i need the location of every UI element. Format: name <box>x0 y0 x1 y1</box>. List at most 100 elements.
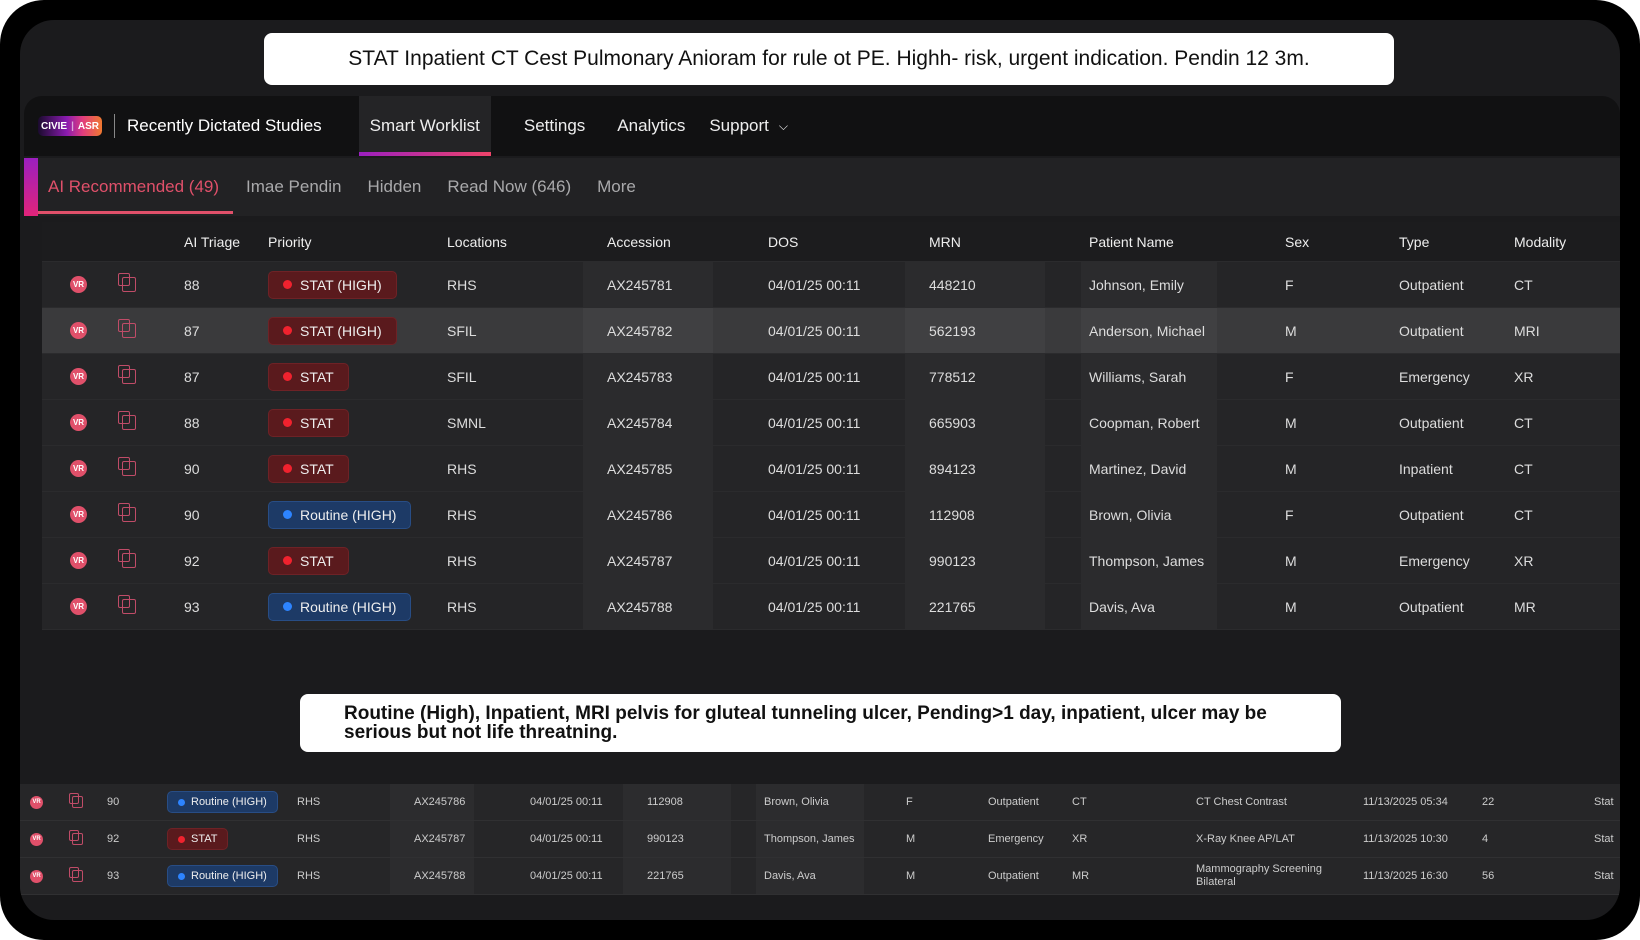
sex: F <box>1285 276 1294 293</box>
copy-icon[interactable] <box>118 549 136 568</box>
status: Stat <box>1594 870 1614 882</box>
vr-badge-icon[interactable]: VR <box>70 322 87 339</box>
accession: AX245782 <box>583 308 713 353</box>
vr-action[interactable]: VR <box>70 492 87 537</box>
modality: XR <box>1514 552 1534 569</box>
priority-cell: Routine (HIGH) <box>167 858 278 894</box>
priority-dot-icon <box>283 602 292 611</box>
patient-type: Outpatient <box>988 796 1039 808</box>
sex: M <box>1285 414 1297 431</box>
table-row[interactable]: VR 87 STAT (HIGH) SFIL AX245782 04/01/25 00:1… <box>42 308 1620 354</box>
modality: CT <box>1514 414 1533 431</box>
table-row[interactable]: VR 93 Routine (HIGH) RHS AX245788 04/01/25 00… <box>20 858 1620 895</box>
header-ai-triage[interactable]: AI Triage <box>184 233 241 250</box>
header-accession[interactable]: Accession <box>607 233 671 250</box>
copy-action[interactable] <box>118 446 136 491</box>
table-row[interactable]: VR 93 Routine (HIGH) RHS AX245788 04/01/25 00… <box>42 584 1620 630</box>
priority-badge: STAT <box>167 828 229 850</box>
vr-badge-icon[interactable]: VR <box>70 368 87 385</box>
table-row[interactable]: VR 87 STAT SFIL AX245783 04/01/25 00:11 778512… <box>42 354 1620 400</box>
vr-badge-icon[interactable]: VR <box>70 598 87 615</box>
mrn: 562193 <box>905 308 1045 353</box>
status: Stat <box>1594 796 1614 808</box>
header-type[interactable]: Type <box>1399 233 1430 250</box>
copy-action[interactable] <box>118 400 136 445</box>
vr-badge-icon[interactable]: VR <box>30 832 43 846</box>
mrn: 990123 <box>623 821 731 857</box>
copy-action[interactable] <box>118 308 136 353</box>
vr-badge-icon[interactable]: VR <box>70 414 87 431</box>
header-patient-name[interactable]: Patient Name <box>1089 233 1174 250</box>
vr-action[interactable]: VR <box>70 308 87 353</box>
accession: AX245783 <box>583 354 713 399</box>
accession: AX245788 <box>583 584 713 629</box>
dos: 04/01/25 00:11 <box>530 796 603 808</box>
subtab-more[interactable]: More <box>597 177 636 196</box>
copy-action[interactable] <box>118 354 136 399</box>
table-row[interactable]: VR 88 STAT SMNL AX245784 04/01/25 00:11 665903… <box>42 400 1620 446</box>
copy-action[interactable] <box>69 784 83 820</box>
subtab-read-now[interactable]: Read Now (646) <box>447 177 572 196</box>
copy-action[interactable] <box>118 262 136 307</box>
patient-type: Outpatient <box>988 870 1039 882</box>
copy-action[interactable] <box>118 492 136 537</box>
scheduled-date: 11/13/2025 10:30 <box>1363 833 1448 845</box>
priority-dot-icon <box>283 326 292 335</box>
header-sex[interactable]: Sex <box>1285 233 1310 250</box>
vr-action[interactable]: VR <box>70 262 87 307</box>
priority-dot-icon <box>178 798 185 806</box>
vr-action[interactable]: VR <box>30 784 43 820</box>
vr-action[interactable]: VR <box>30 821 43 857</box>
header-priority[interactable]: Priority <box>268 233 312 250</box>
vr-badge-icon[interactable]: VR <box>70 552 87 569</box>
vr-action[interactable]: VR <box>30 858 43 894</box>
copy-icon[interactable] <box>69 867 83 882</box>
copy-icon[interactable] <box>69 793 83 808</box>
nav-tab-support[interactable]: Support ⌵ <box>698 96 799 156</box>
header-mrn[interactable]: MRN <box>929 233 961 250</box>
table-row[interactable]: VR 90 Routine (HIGH) RHS AX245786 04/01/25 00… <box>42 492 1620 538</box>
nav-tab-settings[interactable]: Settings <box>523 116 586 135</box>
sex: M <box>1285 322 1297 339</box>
copy-icon[interactable] <box>118 411 136 430</box>
subtab-ai-recommended[interactable]: AI Recommended (49) <box>38 158 234 216</box>
vr-action[interactable]: VR <box>70 400 87 445</box>
table-row[interactable]: VR 92 STAT RHS AX245787 04/01/25 00:11 990123 T… <box>20 821 1620 858</box>
copy-icon[interactable] <box>118 595 136 614</box>
copy-action[interactable] <box>69 821 83 857</box>
vr-badge-icon[interactable]: VR <box>70 276 87 293</box>
vr-action[interactable]: VR <box>70 446 87 491</box>
nav-tab-smart-worklist[interactable]: Smart Worklist <box>358 96 492 156</box>
header-dos[interactable]: DOS <box>768 233 799 250</box>
nav-tab-analytics[interactable]: Analytics <box>617 116 686 135</box>
vr-badge-icon[interactable]: VR <box>70 506 87 523</box>
vr-action[interactable]: VR <box>70 354 87 399</box>
copy-icon[interactable] <box>118 365 136 384</box>
priority-cell: Routine (HIGH) <box>268 492 412 537</box>
copy-icon[interactable] <box>118 457 136 476</box>
copy-icon[interactable] <box>118 319 136 338</box>
table-row[interactable]: VR 90 Routine (HIGH) RHS AX245786 04/01/25 00… <box>20 784 1620 821</box>
copy-icon[interactable] <box>118 503 136 522</box>
copy-action[interactable] <box>118 538 136 583</box>
header-modality[interactable]: Modality <box>1514 233 1567 250</box>
vr-badge-icon[interactable]: VR <box>70 460 87 477</box>
ai-triage-score: 90 <box>107 796 120 808</box>
table-row[interactable]: VR 88 STAT (HIGH) RHS AX245781 04/01/25 00:11… <box>42 262 1620 308</box>
table-row[interactable]: VR 90 STAT RHS AX245785 04/01/25 00:11 894123 M… <box>42 446 1620 492</box>
ai-triage-score: 92 <box>107 833 120 845</box>
nav-title-recently-dictated[interactable]: Recently Dictated Studies <box>127 116 322 135</box>
vr-badge-icon[interactable]: VR <box>30 869 43 883</box>
copy-icon[interactable] <box>118 273 136 292</box>
subtab-hidden[interactable]: Hidden <box>367 177 422 196</box>
copy-action[interactable] <box>118 584 136 629</box>
vr-action[interactable]: VR <box>70 538 87 583</box>
subtab-image-pending[interactable]: Imae Pendin <box>246 177 342 196</box>
location: RHS <box>297 833 321 845</box>
vr-badge-icon[interactable]: VR <box>30 795 43 809</box>
copy-action[interactable] <box>69 858 83 894</box>
copy-icon[interactable] <box>69 830 83 845</box>
vr-action[interactable]: VR <box>70 584 87 629</box>
table-row[interactable]: VR 92 STAT RHS AX245787 04/01/25 00:11 990123 T… <box>42 538 1620 584</box>
header-locations[interactable]: Locations <box>447 233 507 250</box>
